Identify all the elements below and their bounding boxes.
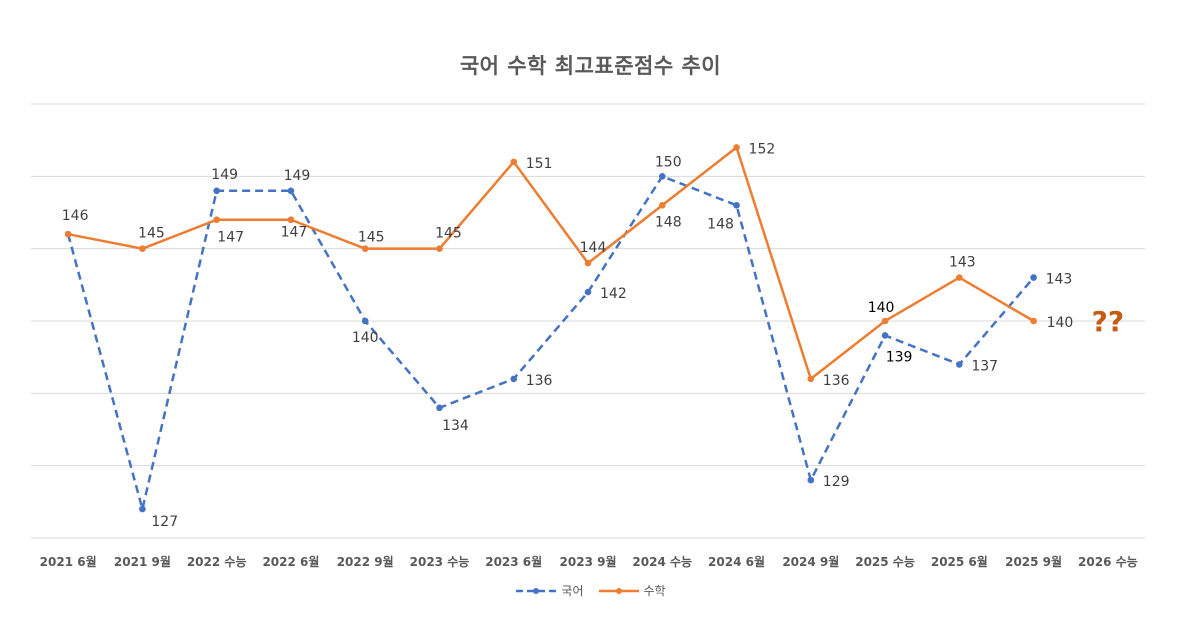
data-label-math: 147 [217,230,244,246]
data-point-korean[interactable] [361,317,369,325]
x-tick-label: 2021 9월 [114,554,171,569]
data-label-math: 152 [749,141,776,157]
data-point-math[interactable] [807,375,815,383]
data-point-math[interactable] [956,274,963,281]
x-tick-label: 2022 6월 [262,554,319,569]
data-point-math[interactable] [361,245,369,252]
data-label-korean: 143 [1046,272,1073,288]
data-label-korean: 136 [526,373,553,389]
x-tick-label: 2023 9월 [560,554,617,569]
data-point-korean[interactable] [658,173,666,180]
x-tick-label: 2025 6월 [931,554,988,569]
x-tick-label: 2021 6월 [40,554,97,569]
series-line-korean [66,175,1035,511]
x-tick-label: 2026 수능 [1078,555,1138,569]
annotation-question-marks: ?? [1092,305,1124,338]
data-point-korean[interactable] [956,361,963,368]
data-point-math[interactable] [64,230,72,238]
data-point-korean[interactable] [1030,274,1037,281]
data-point-math[interactable] [658,201,666,209]
x-tick-label: 2025 수능 [855,555,915,569]
data-point-math[interactable] [510,158,518,166]
data-label-math: 143 [949,255,976,271]
data-label-math: 147 [281,225,308,241]
legend-item-korean[interactable]: 국어 [515,582,584,599]
legend-item-math[interactable]: 수학 [598,582,666,599]
series-line-math [67,146,1035,381]
data-label-math: 140 [868,300,895,316]
data-point-math[interactable] [436,245,443,252]
data-point-korean[interactable] [213,187,220,195]
x-tick-label: 2024 수능 [632,555,692,569]
data-label-korean: 137 [971,358,998,374]
data-point-math[interactable] [733,144,740,151]
data-label-korean: 149 [211,167,238,183]
data-point-korean[interactable] [510,375,518,383]
data-label-math: 140 [1047,315,1074,331]
x-tick-label: 2023 수능 [410,555,470,569]
data-point-math[interactable] [584,259,592,267]
data-label-math: 145 [435,226,462,242]
series-lines [64,144,1037,513]
data-label-korean: 140 [352,330,379,346]
data-point-korean[interactable] [436,404,443,412]
data-label-korean: 129 [823,474,850,490]
data-label-math: 136 [823,373,850,389]
legend-label-math: 수학 [643,584,666,598]
data-point-korean[interactable] [881,332,889,339]
data-label-math: 146 [62,208,89,224]
data-point-korean[interactable] [807,476,815,484]
x-tick-label: 2022 9월 [337,554,394,569]
data-label-math: 148 [655,214,682,230]
x-tick-label: 2025 9월 [1005,554,1062,569]
data-label-math: 151 [526,156,553,172]
legend-swatch-math [598,587,639,594]
data-point-korean[interactable] [733,201,740,209]
x-tick-label: 2022 수능 [187,555,247,569]
data-label-korean: 142 [600,286,627,302]
legend-swatch-korean [516,587,557,594]
data-point-korean[interactable] [139,505,146,513]
legend: 국어 수학 [0,582,1181,599]
data-labels: 127 149 149 140 134 136 142 150 148 129 139 137 143 1… [62,141,1074,530]
data-label-korean: 150 [655,154,682,170]
x-tick-label: 2023 6월 [485,554,542,569]
data-label-korean: 149 [284,168,311,184]
data-label-math: 145 [138,226,165,242]
data-label-korean: 134 [442,418,469,434]
legend-label-korean: 국어 [561,584,584,598]
data-point-math[interactable] [1030,317,1037,325]
data-label-korean: 127 [151,514,178,530]
data-point-korean[interactable] [287,187,295,195]
data-point-math[interactable] [213,216,220,224]
annotations: ?? [1092,305,1124,338]
data-label-korean: 148 [707,216,734,232]
chart-title: 국어 수학 최고표준점수 추이 [459,54,722,78]
x-tick-label: 2024 9월 [782,554,839,569]
gridlines [31,103,1145,539]
data-label-math: 145 [358,230,385,246]
x-axis-tick-labels: 2021 6월 2021 9월 2022 수능 2022 6월 2022 9월 2023 … [40,554,1138,569]
data-point-math[interactable] [139,245,146,252]
data-point-math[interactable] [881,317,889,325]
data-point-math[interactable] [287,216,295,224]
data-label-math: 144 [580,240,607,256]
x-tick-label: 2024 6월 [708,554,765,569]
data-label-korean: 139 [886,349,913,365]
data-point-korean[interactable] [584,288,592,296]
